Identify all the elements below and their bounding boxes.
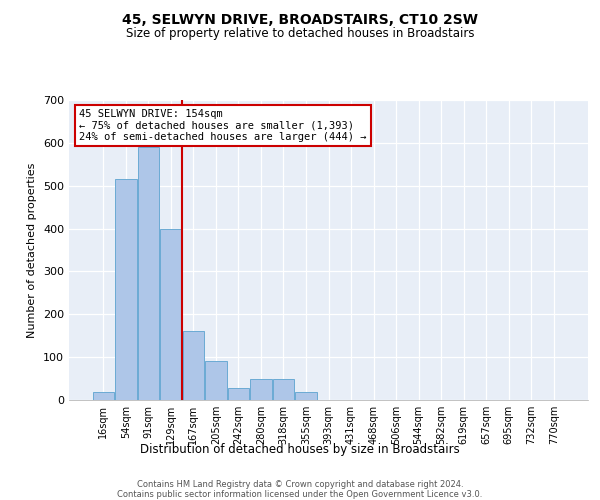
Bar — [115, 180, 137, 400]
Bar — [182, 332, 204, 400]
Bar — [160, 228, 182, 400]
Bar — [295, 392, 317, 400]
Text: Distribution of detached houses by size in Broadstairs: Distribution of detached houses by size … — [140, 442, 460, 456]
Bar — [228, 388, 249, 400]
Y-axis label: Number of detached properties: Number of detached properties — [28, 162, 37, 338]
Text: Size of property relative to detached houses in Broadstairs: Size of property relative to detached ho… — [126, 28, 474, 40]
Bar — [92, 392, 114, 400]
Bar — [273, 380, 294, 400]
Bar — [137, 147, 159, 400]
Text: 45, SELWYN DRIVE, BROADSTAIRS, CT10 2SW: 45, SELWYN DRIVE, BROADSTAIRS, CT10 2SW — [122, 12, 478, 26]
Text: Contains HM Land Registry data © Crown copyright and database right 2024.
Contai: Contains HM Land Registry data © Crown c… — [118, 480, 482, 500]
Bar — [250, 378, 272, 400]
Bar — [205, 362, 227, 400]
Text: 45 SELWYN DRIVE: 154sqm
← 75% of detached houses are smaller (1,393)
24% of semi: 45 SELWYN DRIVE: 154sqm ← 75% of detache… — [79, 109, 367, 142]
